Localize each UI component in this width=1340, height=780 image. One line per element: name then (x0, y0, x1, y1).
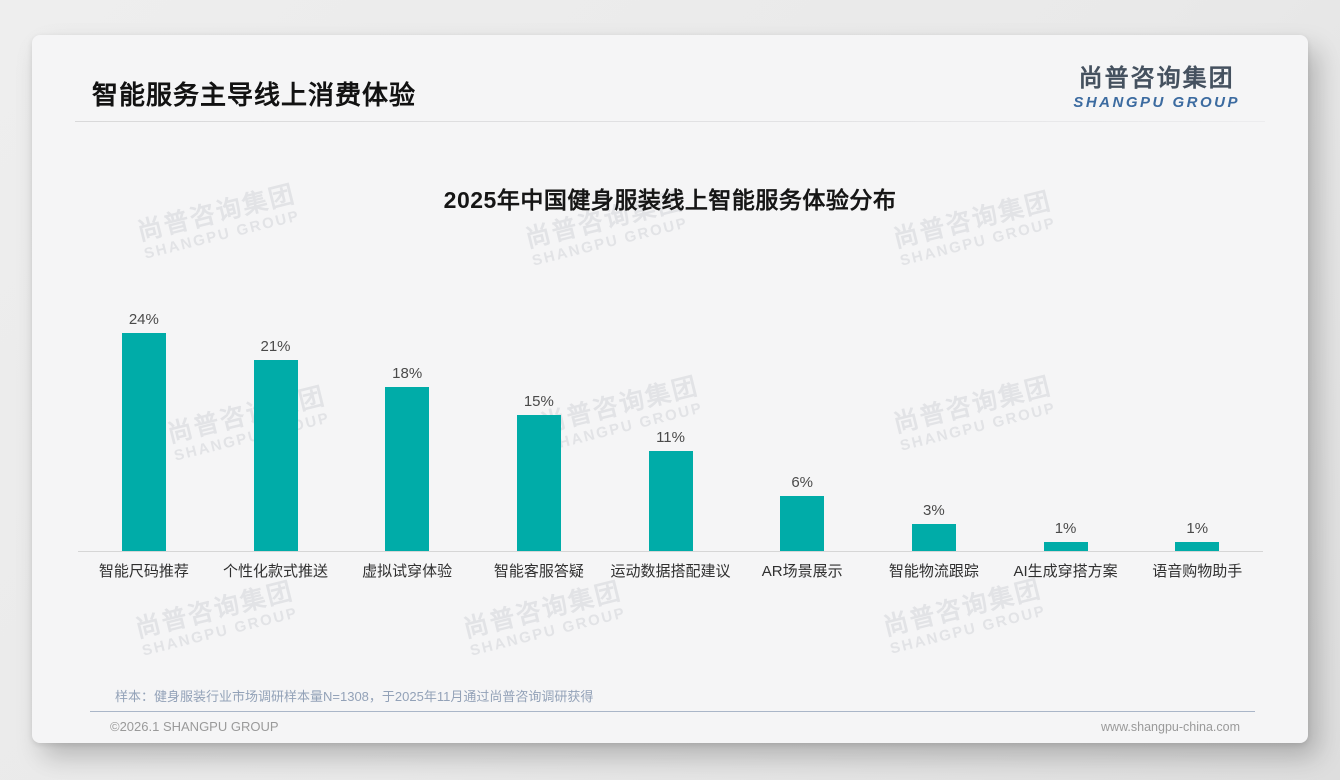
bar (780, 496, 825, 551)
category-label: AR场景展示 (761, 563, 843, 580)
x-axis-line (78, 551, 1263, 552)
logo-cn-text: 尚普咨询集团 (1078, 65, 1235, 92)
logo-en-text: SHANGPU GROUP (1073, 94, 1240, 111)
bar-group: 15% (473, 301, 605, 551)
bar-value-label: 21% (260, 338, 291, 355)
bars-area: 24% 21% 18% 15% 11% 6% 3% 1% 1% (78, 301, 1263, 551)
bar-value-label: 6% (791, 474, 814, 491)
bar (121, 333, 166, 551)
watermark-en-text: SHANGPU GROUP (888, 602, 1048, 658)
bar (1175, 542, 1220, 551)
bar-group: 24% (78, 301, 210, 551)
bar (1043, 542, 1088, 551)
website-link[interactable]: www.shangpu-china.com (1101, 720, 1240, 734)
watermark-en-text: SHANGPU GROUP (530, 214, 690, 270)
category-label: 智能物流跟踪 (888, 563, 979, 580)
bar-group: 3% (868, 301, 1000, 551)
company-logo: 尚普咨询集团 SHANGPU GROUP (1073, 58, 1240, 111)
watermark-cn-text: 尚普咨询集团 (132, 576, 297, 644)
bar-group: 1% (1131, 301, 1263, 551)
header-divider (75, 121, 1265, 122)
bar-value-label: 1% (1186, 520, 1209, 537)
bar-value-label: 18% (392, 365, 423, 382)
watermark: 尚普咨询集团 SHANGPU GROUP (459, 571, 629, 660)
chart-title: 2025年中国健身服装线上智能服务体验分布 (443, 187, 897, 213)
bar (253, 360, 298, 551)
watermark: 尚普咨询集团 SHANGPU GROUP (879, 569, 1049, 658)
watermark-en-text: SHANGPU GROUP (140, 604, 300, 660)
bar-group: 1% (1000, 301, 1132, 551)
category-label: 智能尺码推荐 (98, 563, 189, 580)
copyright-text: ©2026.1 SHANGPU GROUP (110, 719, 279, 734)
bar-value-label: 11% (656, 429, 685, 446)
category-label: 虚拟试穿体验 (362, 563, 453, 580)
slide-card: 尚普咨询集团 SHANGPU GROUP 尚普咨询集团 SHANGPU GROUP 尚普… (32, 35, 1308, 743)
category-label: 语音购物助手 (1152, 563, 1243, 580)
page-title: 智能服务主导线上消费体验 (92, 80, 417, 110)
watermark-en-text: SHANGPU GROUP (468, 604, 628, 660)
footer-divider (90, 711, 1255, 712)
bar (911, 524, 956, 551)
watermark-cn-text: 尚普咨询集团 (460, 576, 625, 644)
source-note: 样本：健身服装行业市场调研样本量N=1308，于2025年11月通过尚普咨询调研… (115, 689, 594, 704)
watermark-en-text: SHANGPU GROUP (898, 214, 1058, 270)
bar-group: 6% (736, 301, 868, 551)
bar-value-label: 24% (128, 311, 159, 328)
watermark: 尚普咨询集团 SHANGPU GROUP (131, 571, 301, 660)
bar-group: 18% (341, 301, 473, 551)
bar (516, 415, 561, 551)
bar-value-label: 15% (523, 393, 554, 410)
bar-group: 11% (605, 301, 737, 551)
bar-value-label: 3% (923, 502, 945, 519)
category-label: 个性化款式推送 (223, 563, 329, 580)
watermark-en-text: SHANGPU GROUP (142, 207, 302, 263)
category-axis: 智能尺码推荐 个性化款式推送 虚拟试穿体验 智能客服答疑 运动数据搭配建议 AR场景展示 智… (78, 560, 1263, 581)
category-label: 运动数据搭配建议 (610, 563, 731, 580)
category-label: AI生成穿搭方案 (1013, 563, 1118, 580)
bar (385, 387, 430, 551)
bar (648, 451, 693, 551)
category-label: 智能客服答疑 (493, 563, 584, 580)
bar-group: 21% (210, 301, 342, 551)
bar-value-label: 1% (1054, 520, 1077, 537)
